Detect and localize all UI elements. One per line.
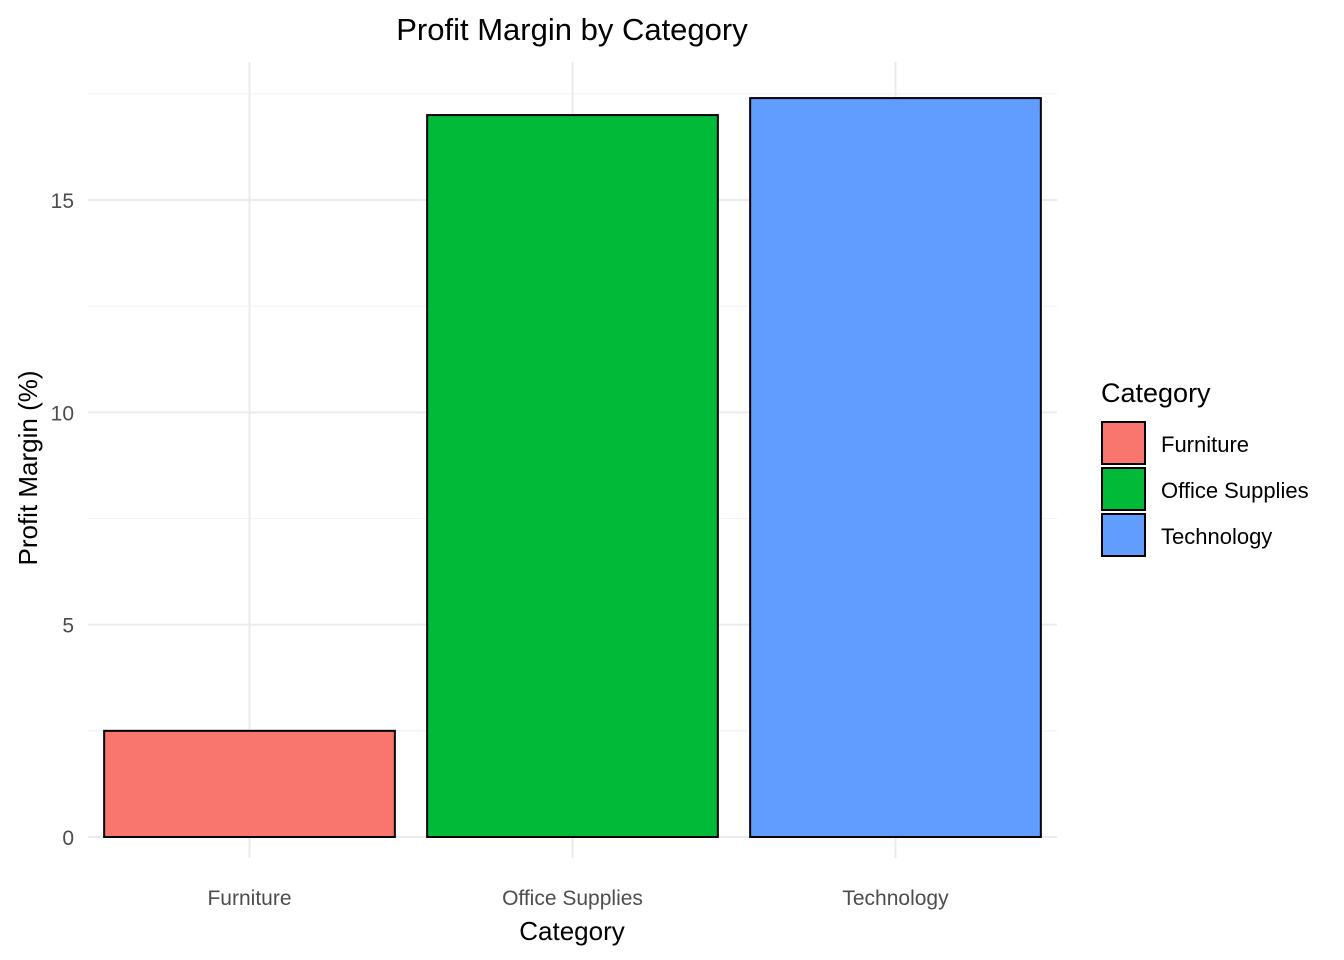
legend-swatch bbox=[1101, 513, 1146, 557]
y-axis-tick-labels: 0 5 10 15 bbox=[51, 190, 74, 850]
chart-title: Profit Margin by Category bbox=[396, 12, 748, 47]
bar-technology bbox=[749, 97, 1042, 838]
y-tick-label: 10 bbox=[51, 402, 74, 425]
x-tick-label: Office Supplies bbox=[502, 887, 643, 910]
legend-label: Furniture bbox=[1161, 432, 1249, 457]
x-tick-label: Technology bbox=[842, 887, 949, 910]
y-tick-label: 15 bbox=[51, 190, 74, 213]
x-tick-label: Furniture bbox=[207, 887, 291, 910]
legend-swatch bbox=[1101, 467, 1146, 511]
y-axis-title: Profit Margin (%) bbox=[13, 370, 43, 565]
legend-swatch bbox=[1101, 421, 1146, 465]
bars bbox=[103, 97, 1042, 839]
x-axis-title: Category bbox=[519, 916, 625, 946]
legend: Category Furniture Office Supplies Technol… bbox=[1101, 378, 1309, 557]
y-tick-label: 0 bbox=[62, 827, 74, 850]
legend-title: Category bbox=[1101, 378, 1211, 408]
bar-office-supplies bbox=[426, 114, 719, 839]
bar-furniture bbox=[103, 729, 396, 838]
legend-label: Technology bbox=[1161, 524, 1272, 549]
x-axis-tick-labels: Furniture Office Supplies Technology bbox=[207, 887, 949, 910]
legend-items: Furniture Office Supplies Technology bbox=[1101, 421, 1309, 557]
y-tick-label: 5 bbox=[62, 615, 74, 638]
legend-label: Office Supplies bbox=[1161, 478, 1309, 503]
